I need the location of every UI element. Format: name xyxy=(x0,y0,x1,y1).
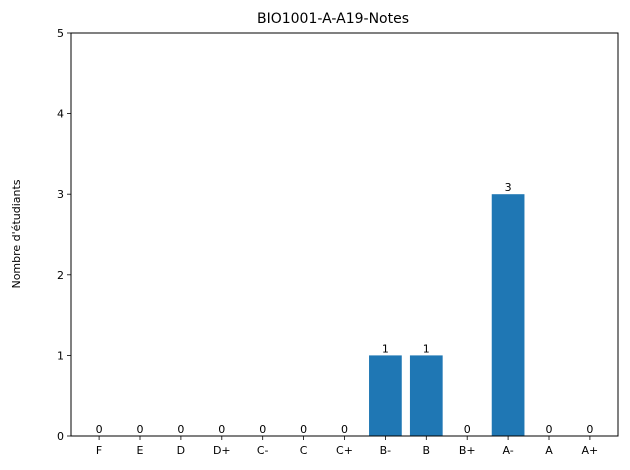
data-label-C+: 0 xyxy=(341,423,348,436)
bar-B xyxy=(409,355,443,436)
x-axis: F E D D+ C- C C+ B- B B+ A- A A+ xyxy=(96,436,598,457)
x-tick-label: C- xyxy=(257,444,269,457)
plot-frame xyxy=(70,32,619,437)
data-label-B-: 1 xyxy=(382,342,389,355)
x-tick-label: B+ xyxy=(459,444,476,457)
y-tick-label: 4 xyxy=(57,108,64,121)
y-tick-label: 3 xyxy=(57,188,64,201)
bar-B- xyxy=(369,355,402,436)
y-tick-label: 0 xyxy=(57,430,64,443)
x-tick-label: D xyxy=(177,444,185,457)
bar-A- xyxy=(491,194,525,436)
x-tick-label: A- xyxy=(502,444,513,457)
data-label-A+: 0 xyxy=(586,423,593,436)
y-axis-label: Nombre d'étudiants xyxy=(10,179,23,288)
data-label-C-: 0 xyxy=(259,423,266,436)
y-tick-label: 2 xyxy=(57,269,64,282)
x-tick-label: B- xyxy=(380,444,392,457)
data-label-A: 0 xyxy=(546,423,553,436)
x-tick-label: F xyxy=(96,444,102,457)
y-tick-label: 5 xyxy=(57,27,64,40)
x-tick-label: C+ xyxy=(336,444,353,457)
bars-group xyxy=(369,194,525,436)
y-tick-label: 1 xyxy=(57,349,64,362)
data-label-A-: 3 xyxy=(505,181,512,194)
y-axis: 0 1 2 3 4 5 xyxy=(57,27,71,443)
x-tick-label: D+ xyxy=(213,444,231,457)
data-label-C: 0 xyxy=(300,423,307,436)
data-labels-group: 0 0 0 0 0 0 0 1 1 0 3 0 0 xyxy=(96,181,594,436)
x-tick-label: A+ xyxy=(582,444,599,457)
x-tick-label: E xyxy=(137,444,144,457)
data-label-E: 0 xyxy=(137,423,144,436)
data-label-D+: 0 xyxy=(218,423,225,436)
data-label-F: 0 xyxy=(96,423,103,436)
x-tick-label: B xyxy=(423,444,431,457)
data-label-B: 1 xyxy=(423,342,430,355)
data-label-B+: 0 xyxy=(464,423,471,436)
x-tick-label: A xyxy=(545,444,553,457)
chart-title: BIO1001-A-A19-Notes xyxy=(257,11,409,27)
x-tick-label: C xyxy=(300,444,308,457)
data-label-D: 0 xyxy=(177,423,184,436)
